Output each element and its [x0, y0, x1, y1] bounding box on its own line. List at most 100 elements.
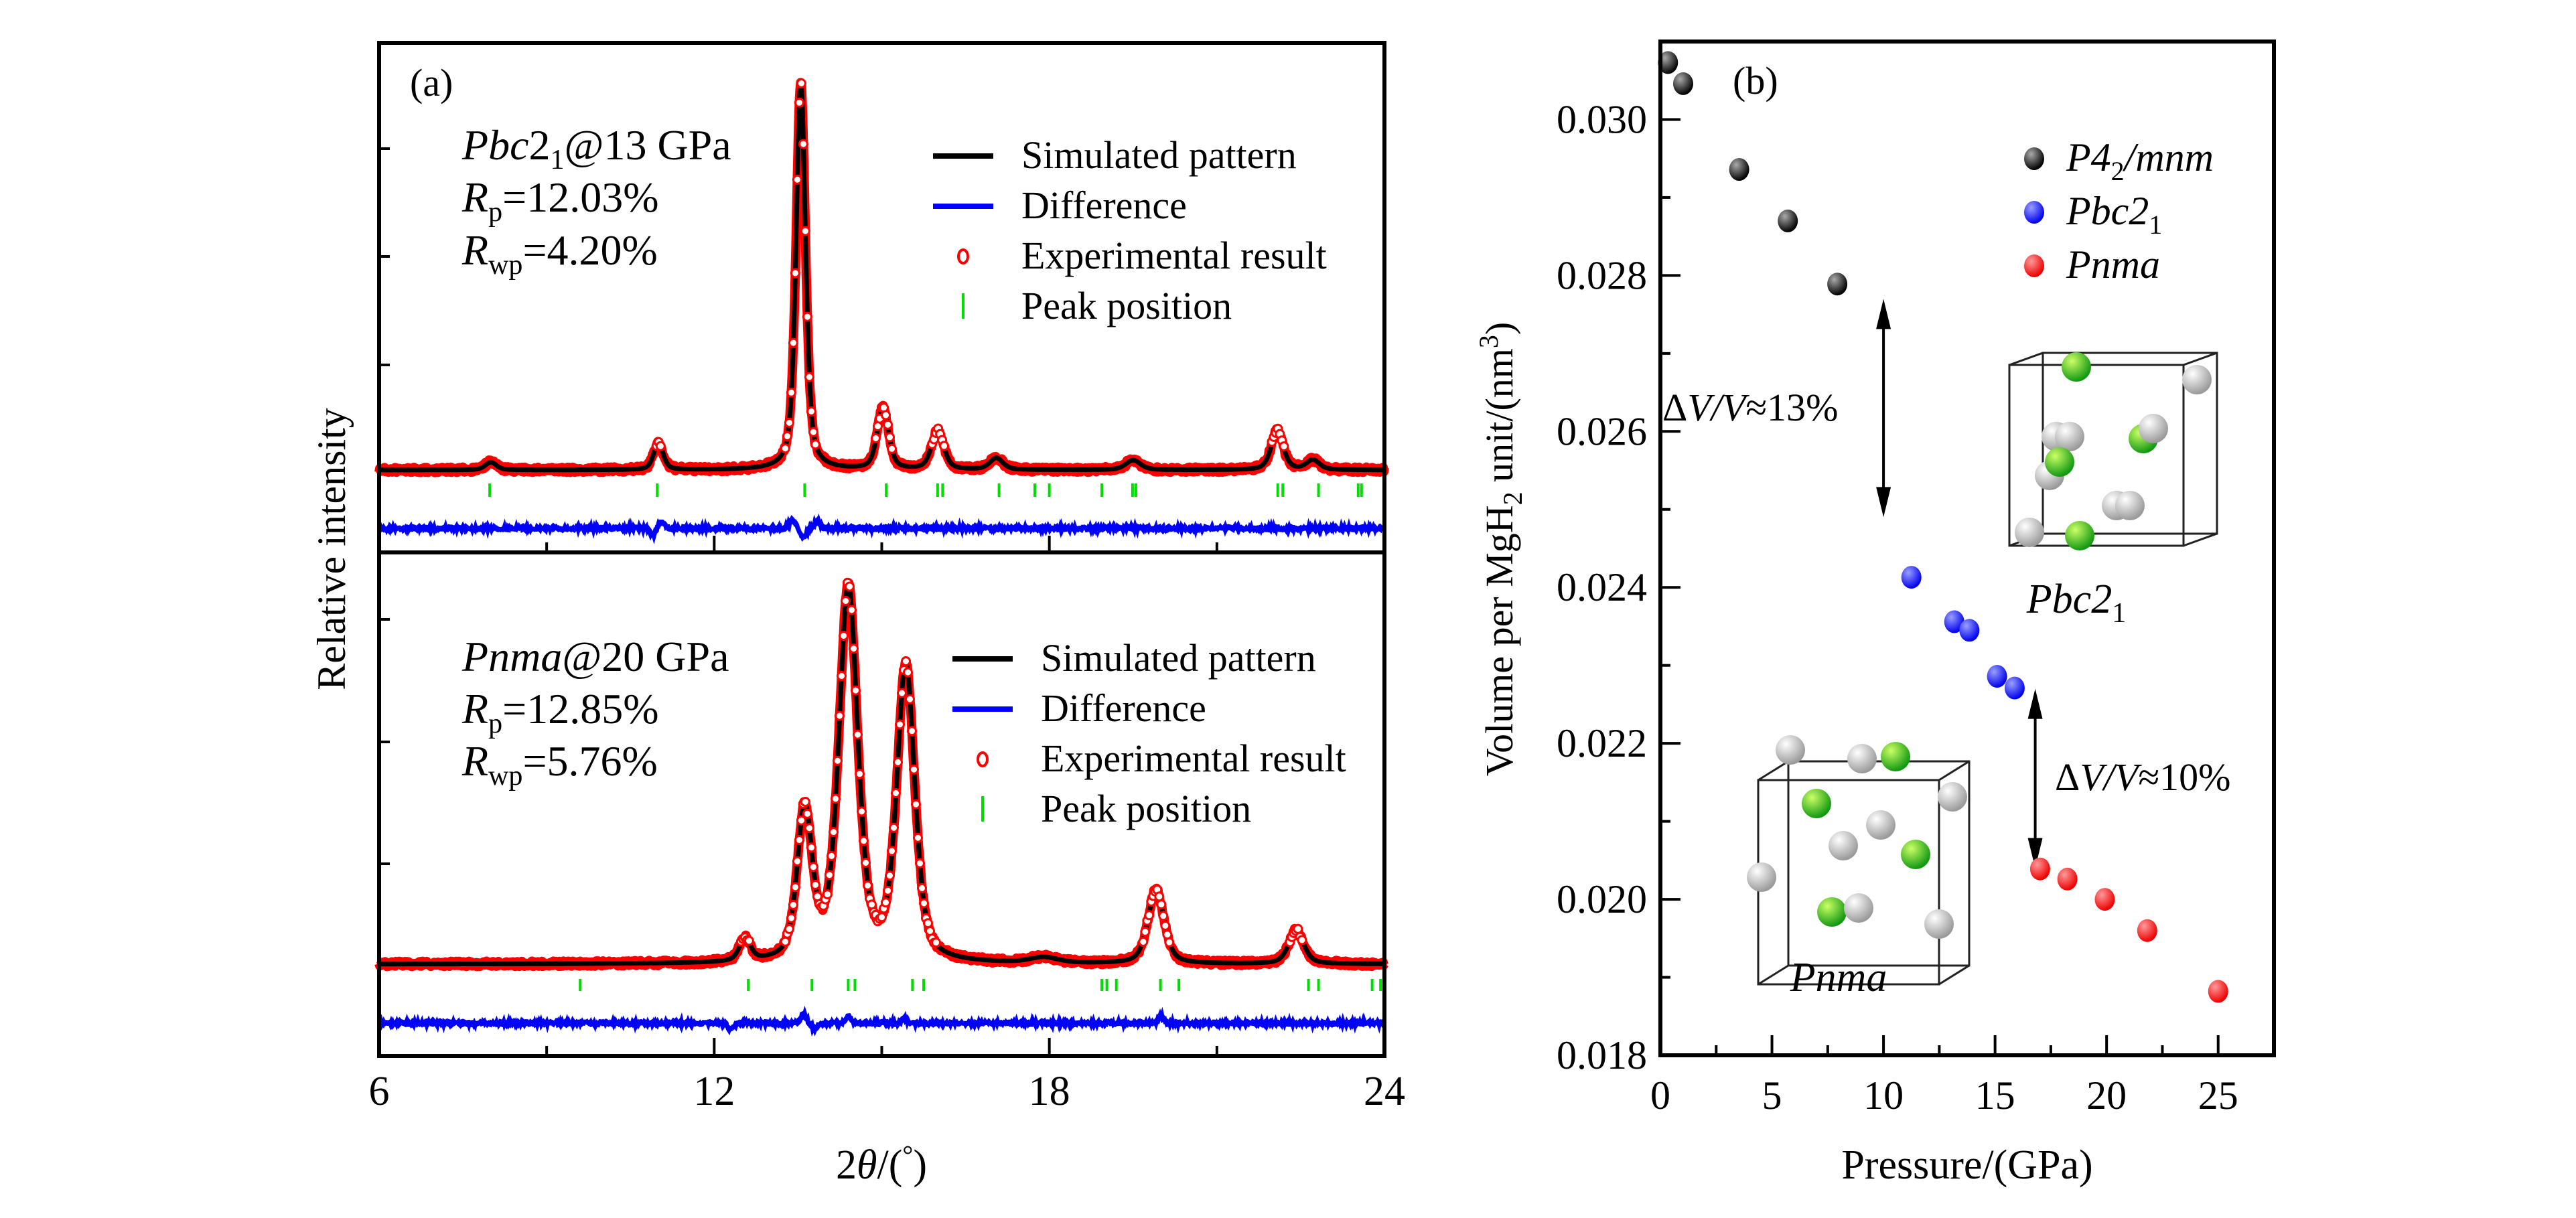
experimental-point: [655, 441, 666, 451]
inset-name: Pbc2: [2026, 577, 2112, 622]
experimental-point: [845, 581, 855, 592]
data-point-pbc21: [1901, 566, 1922, 589]
cell-edge: [2009, 352, 2044, 366]
experimental-point: [804, 372, 814, 382]
v1: V: [1687, 386, 1715, 429]
cell-front: [1757, 779, 1940, 986]
experimental-point: [837, 671, 847, 681]
difference-line: [377, 513, 1386, 544]
experimental-point: [827, 850, 837, 861]
data-point-pbc21: [2004, 676, 2025, 700]
data-point-pnma: [2057, 867, 2078, 891]
inset-sub: 1: [2112, 598, 2126, 629]
experimental-point: [1158, 911, 1169, 921]
experimental-point: [1164, 937, 1175, 947]
legend-main: Pnma: [2066, 242, 2160, 287]
experimental-point: [1293, 923, 1303, 934]
experimental-point: [861, 858, 871, 868]
rp-symbol: R: [461, 685, 488, 733]
approx: ≈10%: [2138, 755, 2230, 799]
experimental-point: [853, 729, 863, 740]
experimental-point: [792, 856, 802, 866]
crystal-insets: [1747, 352, 2218, 986]
experimental-point: [794, 97, 804, 108]
x-tick-label: 24: [1364, 1069, 1405, 1114]
data-point-p42mnm: [1729, 158, 1749, 181]
phase-num: 2: [529, 121, 551, 169]
panel-b-frame: [1658, 40, 2276, 1057]
data-point-pnma: [2029, 857, 2050, 881]
legend-label: Difference: [1021, 183, 1187, 227]
experimental-point: [794, 835, 804, 845]
experimental-point: [901, 656, 911, 666]
legend-circle-swatch: [977, 751, 989, 767]
data-point-pnma: [2094, 888, 2115, 911]
y-tick-label: 0.026: [1557, 409, 1647, 453]
cell-edge: [1758, 760, 1789, 781]
experimental-point: [833, 755, 843, 766]
xlabel-open: /(: [877, 1142, 902, 1188]
experimental-point: [887, 443, 897, 454]
x-tick-label: 12: [693, 1069, 735, 1114]
experimental-point: [851, 685, 861, 696]
legend-label: Simulated pattern: [1021, 133, 1297, 177]
data-point-p42mnm: [1827, 273, 1848, 296]
legend-rest: /mnm: [2123, 135, 2214, 179]
data-point-pbc21: [1959, 619, 1980, 642]
v2: V: [1722, 386, 1750, 429]
experimental-point: [907, 726, 917, 737]
rwp-value: =4.20%: [522, 226, 657, 274]
rp-sub: p: [488, 197, 502, 228]
x-tick-label: 20: [2086, 1073, 2127, 1118]
arrow-head-up: [1876, 299, 1891, 329]
experimental-point: [1279, 441, 1289, 452]
dv-10-label: ΔV/V≈10%: [2055, 755, 2230, 799]
ylabel-sup: 3: [1474, 335, 1504, 348]
phase-name: Pbc: [461, 121, 529, 169]
experimental-point: [913, 832, 923, 843]
x-tick-label: 5: [1762, 1073, 1782, 1118]
experimental-point: [917, 883, 927, 893]
experimental-point: [857, 806, 867, 817]
experimental-point: [831, 793, 841, 804]
panel-a-ylabel: Relative intensity: [309, 408, 354, 690]
legend-label: P42/mnm: [2066, 135, 2214, 186]
xlabel-degree: °: [902, 1140, 913, 1170]
experimental-point: [1138, 937, 1149, 947]
experimental-point: [810, 439, 820, 450]
legend-top: Simulated pattern Difference Experimental …: [933, 133, 1327, 327]
x-tick-label: 10: [1863, 1073, 1904, 1118]
experimental-point: [883, 419, 893, 430]
experimental-point: [847, 605, 857, 615]
experimental-point: [1144, 910, 1155, 921]
experimental-point: [931, 937, 942, 948]
panel-a-label: (a): [410, 61, 453, 104]
ylabel-b: unit/(nm: [1478, 348, 1521, 491]
mg-atom: [1901, 840, 1930, 869]
data-point-pnma: [2137, 919, 2157, 942]
experimental-point: [885, 870, 895, 881]
xlabel-theta: θ: [857, 1142, 877, 1188]
inset-pnma-structure: [1747, 735, 1971, 986]
pbc21-phase-annotation: Pbc21@13 GPa: [461, 121, 731, 175]
experimental-point: [909, 764, 919, 775]
inset-pbc21-structure: [2008, 352, 2218, 550]
x-tick-label: 6: [369, 1069, 390, 1114]
panel-a-xrd: 6 12 18 24 (a) Pbc21@13 GPa Rp=12.03% Rwp=4…: [309, 41, 1405, 1188]
experimental-point: [788, 337, 798, 348]
cell-edge: [1758, 964, 1789, 986]
experimental-point: [881, 410, 891, 421]
panel-a-xlabel: 2θ/(°): [836, 1140, 927, 1188]
experimental-point: [939, 441, 950, 451]
experimental-point: [790, 268, 800, 279]
y-tick-label: 0.030: [1557, 97, 1647, 141]
cell-back: [2042, 352, 2218, 535]
experimental-point: [897, 688, 907, 698]
experimental-point: [808, 862, 818, 872]
data-point-pbc21: [1944, 610, 1964, 633]
data-point-p42mnm: [1658, 51, 1678, 74]
legend-label: Simulated pattern: [1041, 636, 1316, 680]
delta: Δ: [2055, 755, 2080, 799]
mg-atom: [2045, 447, 2074, 477]
